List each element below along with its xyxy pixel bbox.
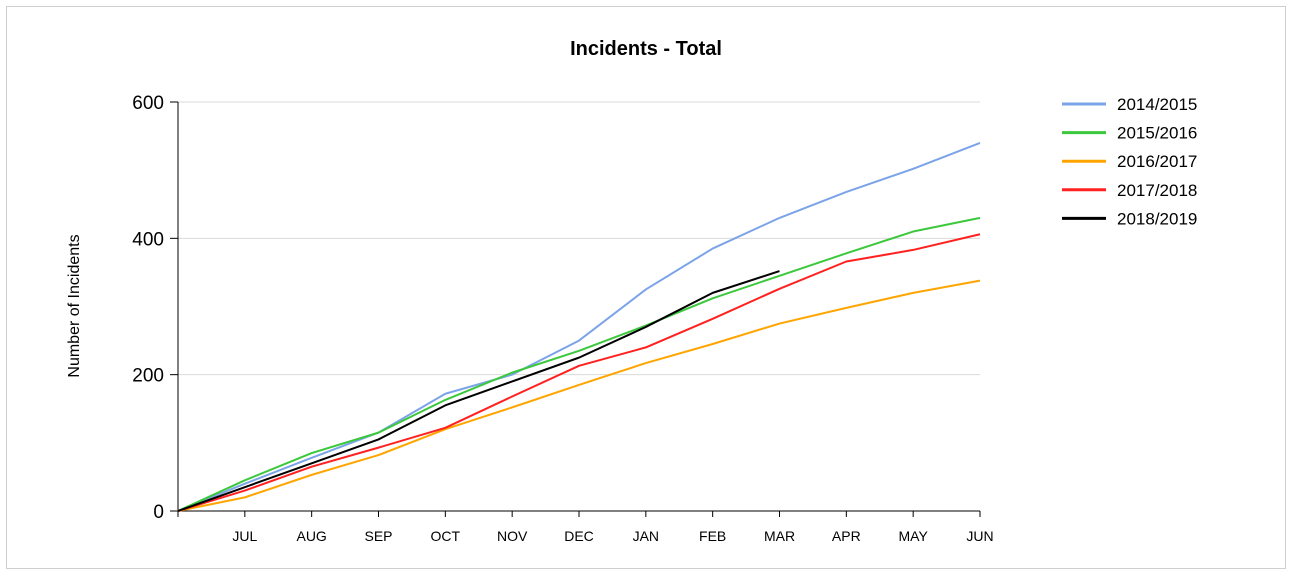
legend: 2014/2015 2015/2016 2016/2017 2017/2018 2018…: [1062, 95, 1197, 228]
axes: [177, 102, 980, 512]
chart-frame: [6, 6, 1286, 569]
x-tick-label: AUG: [296, 528, 326, 544]
y-tick-label: 200: [132, 366, 164, 387]
y-tick-label: 400: [132, 229, 164, 250]
x-ticks: JUL AUG SEP OCT NOV DEC JAN FEB MAR APR MAY JUN: [177, 511, 994, 544]
chart-title: Incidents - Total: [570, 38, 722, 60]
series-line-2016-2017: [177, 279, 981, 512]
legend-label: 2016/2017: [1117, 152, 1197, 171]
x-tick-label: FEB: [699, 528, 726, 544]
y-tick-label: 600: [132, 93, 164, 114]
y-ticks: 0 200 400 600: [132, 93, 178, 523]
x-tick-label: MAY: [899, 528, 929, 544]
x-tick-label: NOV: [497, 528, 528, 544]
x-tick-label: OCT: [431, 528, 461, 544]
y-axis-label: Number of Incidents: [66, 234, 83, 377]
legend-label: 2015/2016: [1117, 124, 1197, 143]
x-tick-label: APR: [832, 528, 861, 544]
x-tick-label: JUL: [232, 528, 257, 544]
x-tick-label: JUN: [966, 528, 993, 544]
series-line-2017-2018: [177, 233, 981, 512]
x-tick-label: DEC: [564, 528, 594, 544]
series-line-2015-2016: [177, 216, 981, 512]
x-tick-label: MAR: [764, 528, 795, 544]
series-line-2018-2019: [177, 270, 780, 512]
x-tick-label: SEP: [364, 528, 392, 544]
gridlines: [178, 101, 980, 376]
x-tick-label: JAN: [633, 528, 659, 544]
legend-label: 2018/2019: [1117, 209, 1197, 228]
y-tick-label: 0: [153, 502, 164, 523]
series-line-2014-2015: [177, 141, 981, 512]
legend-label: 2017/2018: [1117, 181, 1197, 200]
legend-label: 2014/2015: [1117, 95, 1197, 114]
series-lines: [177, 141, 981, 512]
